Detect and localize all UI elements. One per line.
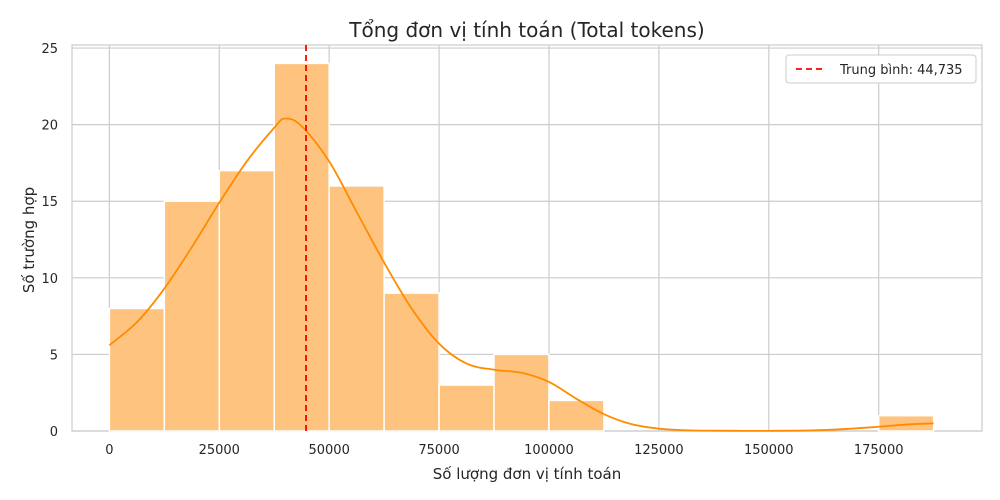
- histogram-bar: [163, 200, 221, 432]
- y-tick-label: 20: [41, 119, 58, 134]
- x-axis-ticks: 0 25000 50000 75000 100000 125000 150000 175000: [105, 443, 903, 458]
- x-tick-label: 125000: [634, 443, 684, 458]
- x-tick-label: 25000: [199, 443, 240, 458]
- x-tick-label: 75000: [418, 443, 459, 458]
- legend-box: [785, 54, 977, 84]
- y-axis-label: Số trường hợp: [20, 187, 38, 293]
- histogram-bar: [548, 399, 605, 432]
- x-tick-label: 100000: [524, 443, 574, 458]
- histogram-bar: [218, 169, 275, 432]
- x-tick-label: 0: [105, 443, 113, 458]
- y-tick-label: 10: [41, 272, 58, 287]
- histogram-bar: [493, 353, 550, 432]
- histogram-bar: [438, 384, 495, 432]
- histogram-bars: [108, 62, 935, 432]
- x-tick-label: 150000: [744, 443, 794, 458]
- legend: Trung bình: 44,735: [785, 54, 977, 84]
- histogram-bar: [108, 307, 166, 432]
- x-axis-label: Số lượng đơn vị tính toán: [433, 465, 622, 483]
- y-tick-label: 25: [41, 42, 58, 57]
- kde-curve: [108, 117, 934, 432]
- plot-area: [71, 44, 983, 432]
- legend-mean-label: Trung bình: 44,735: [839, 63, 963, 78]
- x-tick-label: 50000: [308, 443, 349, 458]
- y-tick-label: 0: [50, 425, 58, 440]
- y-tick-label: 15: [41, 195, 58, 210]
- y-tick-label: 5: [50, 348, 58, 363]
- histogram-bar: [383, 292, 440, 432]
- y-axis-ticks: 0 5 10 15 20 25: [41, 42, 58, 440]
- chart-title: Tổng đơn vị tính toán (Total tokens): [348, 18, 704, 42]
- histogram-bar: [328, 185, 385, 432]
- x-tick-label: 175000: [854, 443, 904, 458]
